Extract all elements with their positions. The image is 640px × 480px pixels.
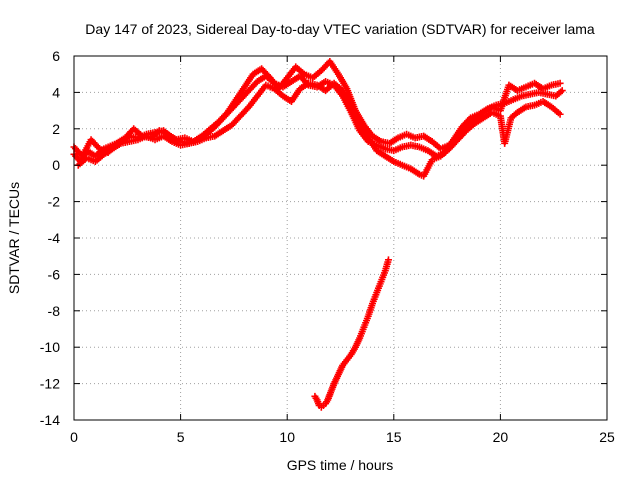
chart-title: Day 147 of 2023, Sidereal Day-to-day VTE… [85,21,595,37]
series-sdtvar-track-3 [74,79,564,180]
data-point [556,110,564,118]
x-tick-label: 10 [279,429,295,445]
y-tick-label: -8 [48,303,61,319]
y-tick-label: -2 [48,194,61,210]
x-axis-title: GPS time / hours [287,457,394,473]
x-tick-label: 20 [493,429,509,445]
x-tick-label: 15 [386,429,402,445]
data-point [94,143,102,151]
y-tick-label: -6 [48,266,61,282]
y-tick-label: -4 [48,230,61,246]
data-point [384,256,392,264]
y-tick-label: -12 [40,376,60,392]
data-point [556,79,564,87]
x-tick-label: 5 [177,429,185,445]
x-tick-label: 0 [70,429,78,445]
data-point [558,87,566,95]
tick-layer: 0 5 10 15 20 25 -14 -12 -10 -8 -6 -4 -2 0 2 4 6 [40,48,615,445]
data-layer [70,57,566,411]
y-tick-label: 6 [52,48,60,64]
x-tick-label: 25 [599,429,615,445]
y-tick-label: -10 [40,339,60,355]
y-tick-label: 2 [52,121,60,137]
y-tick-label: -14 [40,412,60,428]
y-axis-title: SDTVAR / TECUs [6,182,22,294]
series-sdtvar-track-4 [311,256,392,411]
y-tick-label: 4 [52,84,60,100]
y-tick-label: 0 [52,157,60,173]
